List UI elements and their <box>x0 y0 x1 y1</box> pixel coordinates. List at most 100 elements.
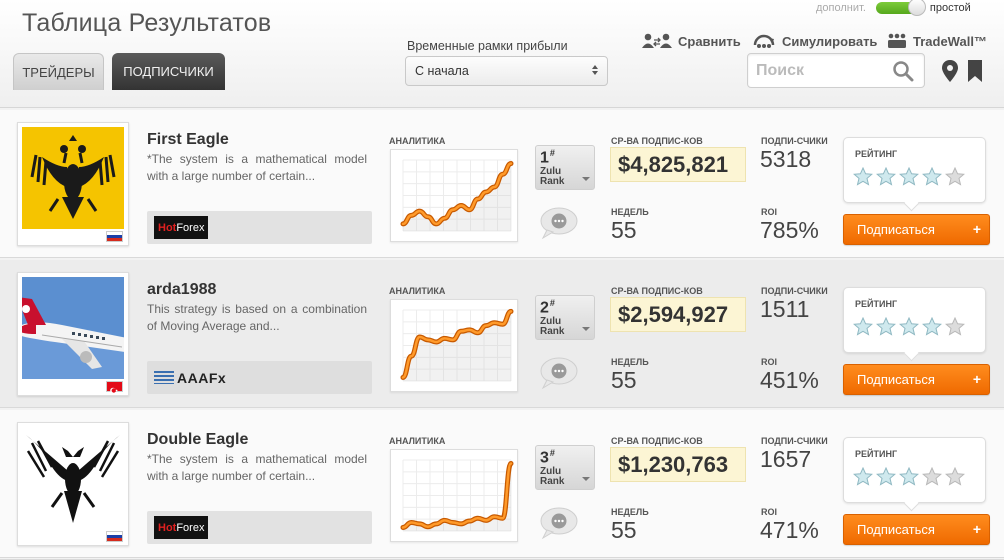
trader-description: This strategy is based on a combination … <box>147 302 367 333</box>
search-icon[interactable] <box>892 60 914 82</box>
star-filled-icon[interactable] <box>922 167 942 186</box>
trader-name[interactable]: arda1988 <box>147 281 217 298</box>
star-rating[interactable] <box>853 317 968 336</box>
timeframe-select[interactable]: С начала <box>405 56 608 86</box>
sparkline-chart <box>400 308 514 382</box>
star-filled-icon[interactable] <box>922 317 942 336</box>
chevron-down-icon <box>582 327 590 331</box>
star-rating[interactable] <box>853 167 968 186</box>
rank-number: 1# <box>540 148 555 167</box>
zulu-rank-dropdown[interactable]: 3# Zulu Rank <box>535 445 595 490</box>
broker-badge: Hot Forex <box>147 211 372 244</box>
subscribe-button[interactable]: Подписаться + <box>843 364 990 395</box>
rating-label: РЕЙТИНГ <box>855 449 898 459</box>
comment-bubble-icon[interactable] <box>539 356 579 390</box>
star-filled-icon[interactable] <box>876 467 896 486</box>
star-empty-icon[interactable] <box>945 467 965 486</box>
subscribers-label: ПОДПИ-СЧИКИ <box>761 436 828 446</box>
subscribe-button[interactable]: Подписаться + <box>843 514 990 545</box>
trader-name[interactable]: Double Eagle <box>147 431 249 448</box>
weeks-label: НЕДЕЛЬ <box>611 357 649 367</box>
star-filled-icon[interactable] <box>853 467 873 486</box>
zulu-rank-dropdown[interactable]: 1# Zulu Rank <box>535 145 595 190</box>
avg-subscribers-value: $1,230,763 <box>610 447 746 482</box>
zulu-rank-dropdown[interactable]: 2# Zulu Rank <box>535 295 595 340</box>
tradewall-link[interactable]: TradeWall™ <box>887 31 987 51</box>
compare-label: Сравнить <box>678 33 741 49</box>
subscribers-value: 1511 <box>760 296 810 322</box>
page-title: Таблица Результатов <box>22 9 272 37</box>
view-mode-switch[interactable] <box>875 0 926 16</box>
sparkline-chart <box>400 459 514 532</box>
analytics-sparkline[interactable] <box>390 299 518 392</box>
tab-subscribers[interactable]: Подписчики <box>112 53 225 90</box>
trader-name[interactable]: First Eagle <box>147 131 229 148</box>
analytics-sparkline[interactable] <box>390 149 518 242</box>
rank-number: 3# <box>540 448 555 467</box>
sparkline-line <box>401 462 513 529</box>
simulate-label: Симулировать <box>782 33 878 49</box>
star-filled-icon[interactable] <box>876 317 896 336</box>
avg-subscribers-value: $4,825,821 <box>610 147 746 182</box>
map-pin-icon[interactable] <box>942 60 958 82</box>
rating-box: РЕЙТИНГ <box>843 437 986 503</box>
switch-knob[interactable] <box>907 0 926 16</box>
bookmark-icon[interactable] <box>967 60 983 82</box>
analytics-sparkline[interactable] <box>390 449 518 542</box>
broker-badge: Hot Forex <box>147 511 372 544</box>
avatar <box>22 427 124 529</box>
search-input[interactable] <box>748 54 888 87</box>
star-filled-icon[interactable] <box>876 167 896 186</box>
toggle-simple-label[interactable]: простой <box>929 2 971 14</box>
star-filled-icon[interactable] <box>899 317 919 336</box>
rank-label: Zulu Rank <box>540 466 565 487</box>
sparkline-line <box>401 162 513 226</box>
plus-icon: + <box>972 221 981 237</box>
star-empty-icon[interactable] <box>945 317 965 336</box>
avg-subscribers-label: СР-ВА ПОДПИС-КОВ <box>611 286 703 296</box>
star-empty-icon[interactable] <box>922 467 942 486</box>
rating-label: РЕЙТИНГ <box>855 149 898 159</box>
trader-description: *The system is a mathematical model with… <box>147 152 367 183</box>
star-filled-icon[interactable] <box>899 167 919 186</box>
trader-row: Double Eagle *The system is a mathematic… <box>0 410 1004 558</box>
chevron-down-icon <box>582 477 590 481</box>
trader-avatar-frame[interactable] <box>17 272 129 396</box>
tab-traders[interactable]: Трейдеры <box>13 53 104 90</box>
avg-subscribers-label: СР-ВА ПОДПИС-КОВ <box>611 136 703 146</box>
roi-label: ROI <box>761 507 778 517</box>
star-filled-icon[interactable] <box>853 167 873 186</box>
trader-avatar-frame[interactable] <box>17 122 129 246</box>
star-empty-icon[interactable] <box>945 167 965 186</box>
plus-icon: + <box>972 371 981 387</box>
broker-badge: AAAFx <box>147 361 372 394</box>
black-eagle-icon <box>22 427 124 529</box>
roi-label: ROI <box>761 357 778 367</box>
star-filled-icon[interactable] <box>899 467 919 486</box>
roi-value: 451% <box>760 367 819 393</box>
star-rating[interactable] <box>853 467 968 486</box>
rank-label: Zulu Rank <box>540 166 565 187</box>
comment-bubble-icon[interactable] <box>539 206 579 240</box>
sparkline-chart <box>400 159 514 232</box>
sparkline-area <box>403 163 511 231</box>
simulate-link[interactable]: Симулировать <box>752 31 877 51</box>
compare-users-icon <box>642 33 672 48</box>
flag-russia-icon <box>106 531 123 542</box>
golden-eagle-icon <box>22 127 124 229</box>
subscribers-value: 1657 <box>760 446 812 472</box>
star-filled-icon[interactable] <box>853 317 873 336</box>
subscribe-button[interactable]: Подписаться + <box>843 214 990 245</box>
roi-value: 785% <box>760 217 819 243</box>
compare-link[interactable]: Сравнить <box>642 31 741 51</box>
subscribers-label: ПОДПИ-СЧИКИ <box>761 136 828 146</box>
rank-label: Zulu Rank <box>540 316 565 337</box>
analytics-label: Аналитика <box>389 286 446 296</box>
comment-bubble-icon[interactable] <box>539 506 579 540</box>
rating-box: РЕЙТИНГ <box>843 137 986 203</box>
roi-value: 471% <box>760 517 819 543</box>
trader-avatar-frame[interactable] <box>17 422 129 546</box>
analytics-label: Аналитика <box>389 136 446 146</box>
timeframe-value: С начала <box>415 64 469 78</box>
toggle-advanced-label[interactable]: дополнит. <box>816 2 866 14</box>
